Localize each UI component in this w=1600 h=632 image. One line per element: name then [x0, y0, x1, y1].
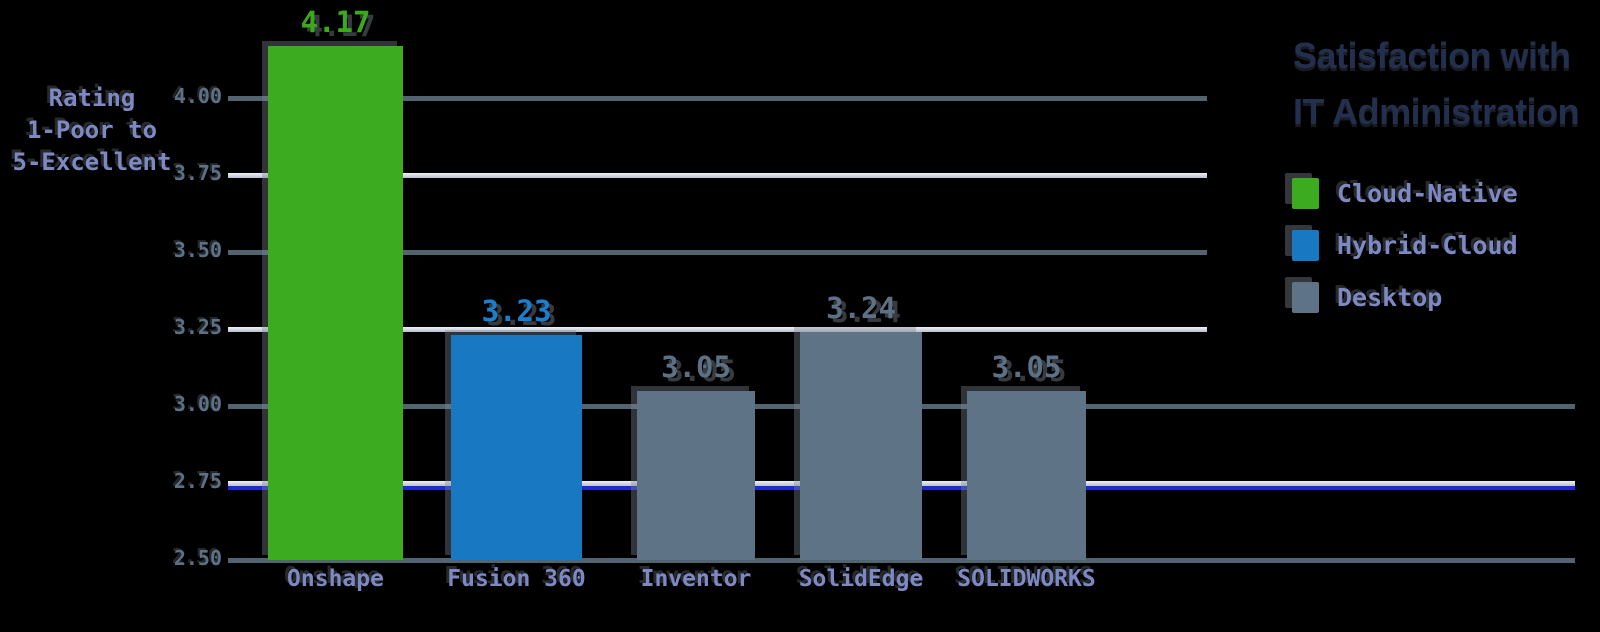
legend-swatch-hybrid-cloud — [1292, 230, 1319, 261]
bar-inventor — [637, 390, 755, 560]
x-category-label-onshape: Onshape — [287, 566, 384, 592]
y-tick-label-2.50: 2.50 — [173, 546, 222, 570]
legend-item-cloud-native: Cloud-Native — [1292, 178, 1518, 209]
gridline-3.25 — [228, 327, 1207, 332]
gridline-3.75 — [228, 173, 1207, 178]
legend-swatch-desktop — [1292, 282, 1319, 313]
gridline-3.50 — [228, 250, 1207, 255]
y-tick-label-3.75: 3.75 — [173, 161, 222, 185]
legend-label-cloud-native: Cloud-Native — [1337, 179, 1518, 208]
y-tick-label-3.50: 3.50 — [173, 238, 222, 262]
bar-value-solidedge: 3.24 — [826, 291, 896, 326]
bar-value-onshape: 4.17 — [300, 4, 371, 39]
legend-item-desktop: Desktop — [1292, 282, 1518, 313]
gridline-4.00 — [228, 96, 1207, 101]
bar-onshape — [268, 45, 403, 560]
x-category-label-inventor: Inventor — [640, 566, 752, 592]
bar-solidworks — [967, 390, 1086, 560]
y-tick-label-2.75: 2.75 — [173, 469, 222, 493]
y-tick-label-4.00: 4.00 — [173, 84, 222, 108]
legend-swatch-cloud-native — [1292, 178, 1319, 209]
chart-title-line-1: Satisfaction with — [1293, 35, 1571, 76]
bar-value-solidworks: 3.05 — [991, 349, 1062, 384]
y-tick-label-3.00: 3.00 — [173, 392, 222, 416]
legend-label-hybrid-cloud: Hybrid-Cloud — [1337, 231, 1518, 260]
legend-label-desktop: Desktop — [1337, 283, 1443, 312]
chart-title-line-2: IT Administration — [1293, 91, 1580, 132]
bar-fusion-360 — [451, 335, 582, 560]
x-category-label-fusion-360: Fusion 360 — [447, 566, 586, 592]
legend-item-hybrid-cloud: Hybrid-Cloud — [1292, 230, 1518, 261]
bar-value-fusion-360: 3.23 — [481, 294, 552, 329]
y-tick-label-3.25: 3.25 — [173, 315, 222, 339]
y-axis-label-line-3: 5-Excellent — [12, 148, 172, 176]
y-axis-label-line-2: 1-Poor to — [26, 116, 158, 144]
bar-solidedge — [800, 332, 922, 560]
y-axis-label: Rating 1-Poor to 5-Excellent — [8, 82, 176, 178]
x-category-label-solidedge: SolidEdge — [798, 566, 924, 592]
y-axis-label-line-1: Rating — [48, 84, 136, 112]
gridline-2.50 — [228, 558, 1575, 563]
legend: Cloud-Native Hybrid-Cloud Desktop — [1292, 178, 1518, 334]
x-category-label-solidworks: SOLIDWORKS — [957, 566, 1096, 592]
bar-value-inventor: 3.05 — [661, 349, 731, 384]
chart-title: Satisfaction with IT Administration — [1293, 28, 1593, 140]
